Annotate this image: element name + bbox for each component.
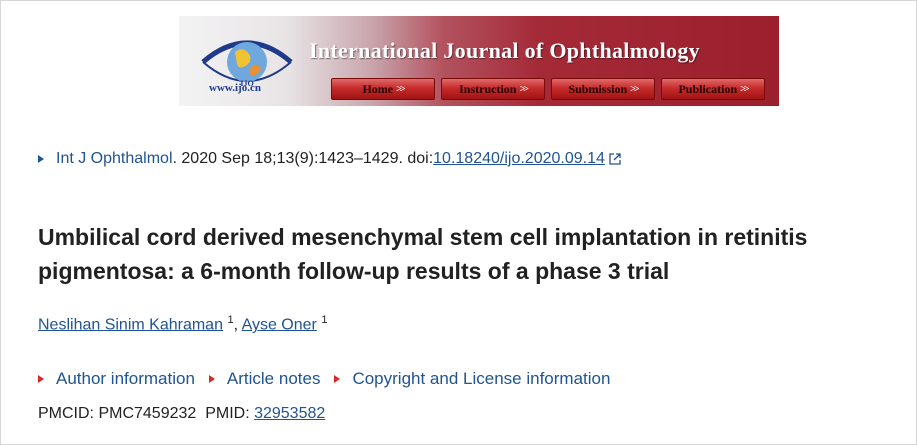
expand-triangle-icon xyxy=(38,375,44,383)
author-separator: , xyxy=(233,316,242,334)
nav-instruction-button[interactable]: Instruction >> xyxy=(441,78,545,100)
expand-triangle-icon[interactable] xyxy=(38,155,44,163)
citation-line: Int J Ophthalmol . 2020 Sep 18;13(9):142… xyxy=(38,150,621,168)
doi-link[interactable]: 10.18240/ijo.2020.09.14 xyxy=(433,150,605,167)
affiliation-marker: 1 xyxy=(321,314,328,326)
expand-triangle-icon xyxy=(208,375,215,383)
author-information-toggle[interactable]: Author information xyxy=(38,369,195,389)
section-link[interactable]: Article notes xyxy=(226,369,321,388)
external-link-icon[interactable] xyxy=(609,153,621,165)
author-link[interactable]: Neslihan Sinim Kahraman xyxy=(38,316,223,334)
double-chevron-icon: >> xyxy=(740,83,750,95)
double-chevron-icon: >> xyxy=(519,83,529,95)
pmid-label: PMID: xyxy=(205,405,255,422)
copyright-license-toggle[interactable]: Copyright and License information xyxy=(334,369,610,389)
logo-text: IJO xyxy=(240,79,253,88)
article-title: Umbilical cord derived mesenchymal stem … xyxy=(38,224,808,284)
nav-label: Instruction xyxy=(459,81,517,96)
journal-title: International Journal of Ophthalmology xyxy=(309,38,700,63)
author-list: Neslihan Sinim Kahraman 1, Ayse Oner 1 xyxy=(38,314,327,334)
nav-publication-button[interactable]: Publication >> xyxy=(661,78,765,100)
pmcid-label: PMCID: xyxy=(38,405,99,422)
double-chevron-icon: >> xyxy=(396,83,406,95)
site-url: www.ijo.cn xyxy=(209,82,261,94)
nav-home-button[interactable]: Home >> xyxy=(331,78,435,100)
article-identifiers: PMCID: PMC7459232 PMID: 32953582 xyxy=(38,405,325,423)
affiliation-marker: 1 xyxy=(227,314,234,326)
pmid-link[interactable]: 32953582 xyxy=(254,405,326,422)
citation-details: . 2020 Sep 18;13(9):1423–1429. doi: xyxy=(172,150,434,167)
nav-label: Publication xyxy=(678,81,738,96)
expand-triangle-icon xyxy=(334,375,341,383)
section-link[interactable]: Author information xyxy=(56,369,195,388)
author-link[interactable]: Ayse Oner xyxy=(241,316,317,334)
nav-label: Home xyxy=(362,81,394,96)
journal-link[interactable]: Int J Ophthalmol xyxy=(56,150,173,167)
journal-banner: IJO www.ijo.cn International Journal of … xyxy=(179,16,779,106)
article-notes-toggle[interactable]: Article notes xyxy=(208,369,321,389)
double-chevron-icon: >> xyxy=(630,83,640,95)
eye-globe-logo-icon: IJO xyxy=(201,40,293,88)
nav-submission-button[interactable]: Submission >> xyxy=(551,78,655,100)
nav-label: Submission xyxy=(568,81,628,96)
article-info-sections: Author information Article notes Copyrig… xyxy=(38,369,624,389)
section-link[interactable]: Copyright and License information xyxy=(352,369,611,388)
pmcid-value: PMC7459232 xyxy=(98,405,197,422)
